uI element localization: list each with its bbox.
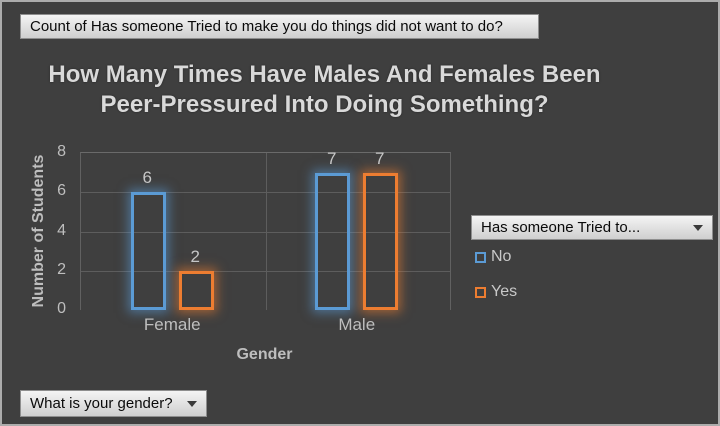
data-label: 6 <box>142 168 152 188</box>
data-label: 7 <box>375 148 385 168</box>
legend-swatch-icon <box>475 286 486 298</box>
bar-female-no[interactable] <box>130 192 166 310</box>
legend-item-no[interactable]: No <box>475 248 511 266</box>
legend-label: Yes <box>491 283 518 300</box>
legend-label: No <box>491 248 512 265</box>
legend-item-yes[interactable]: Yes <box>475 283 517 301</box>
category-label-female: Female <box>143 315 201 334</box>
value-field-button[interactable]: Count of Has someone Tried to make you d… <box>20 14 539 39</box>
category-label-male: Male <box>338 315 376 334</box>
chart-title-line2: Peer-Pressured Into Doing Something? <box>100 91 549 118</box>
chevron-down-icon <box>187 400 197 407</box>
y-tick-label: 8 <box>57 143 66 160</box>
legend-swatch-icon <box>475 251 486 263</box>
y-tick-label: 2 <box>57 260 66 278</box>
y-tick-label: 4 <box>57 221 66 239</box>
axis-field-button[interactable]: What is your gender? <box>20 390 207 417</box>
bar-male-yes[interactable] <box>363 172 399 310</box>
bar-female-yes[interactable] <box>178 270 214 310</box>
y-tick-label: 0 <box>57 300 66 317</box>
chart-title-line1: How Many Times Have Males And Females Be… <box>48 61 601 88</box>
y-tick-label: 6 <box>57 182 66 200</box>
plot-area <box>80 152 451 310</box>
legend-field-label: Has someone Tried to... <box>481 219 641 236</box>
bar-male-no[interactable] <box>315 172 351 310</box>
legend-field-button[interactable]: Has someone Tried to... <box>471 215 713 240</box>
chart-title[interactable]: How Many Times Have Males And Females Be… <box>2 60 647 120</box>
gridline <box>265 153 267 310</box>
axis-field-label: What is your gender? <box>30 395 173 412</box>
data-label: 7 <box>327 148 337 168</box>
data-label: 2 <box>190 246 200 266</box>
chevron-down-icon <box>693 224 703 231</box>
x-axis-title: Gender <box>236 346 293 363</box>
